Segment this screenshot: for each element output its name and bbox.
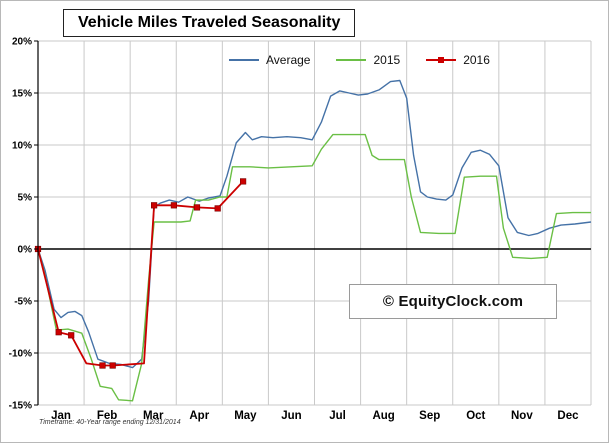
y-axis-labels: 20% 15% 10% 5% 0% -5% -10% -15% bbox=[9, 37, 32, 412]
timeframe-note: Timeframe: 40-Year range ending 12/31/20… bbox=[39, 419, 181, 426]
axes bbox=[34, 40, 39, 406]
y-tick-label: 20% bbox=[12, 37, 32, 48]
x-tick-label: Apr bbox=[189, 410, 209, 422]
series-marker-2016 bbox=[193, 204, 201, 211]
legend-swatch-average bbox=[229, 59, 259, 61]
y-tick-label: 10% bbox=[12, 141, 32, 152]
legend-label-2015: 2015 bbox=[373, 53, 401, 67]
y-tick-label: 15% bbox=[12, 89, 32, 100]
series-marker-2016 bbox=[214, 205, 221, 212]
series-marker-2016 bbox=[240, 178, 247, 185]
x-tick-label: Sep bbox=[419, 410, 440, 422]
y-tick-label: -15% bbox=[9, 401, 32, 412]
x-tick-label: Nov bbox=[511, 410, 533, 422]
gridlines bbox=[38, 40, 592, 406]
x-tick-label: Dec bbox=[557, 410, 579, 422]
x-tick-label: Jun bbox=[281, 410, 301, 422]
watermark-equityclock: © EquityClock.com bbox=[349, 284, 557, 319]
series-marker-2016 bbox=[55, 329, 62, 336]
series-marker-2016 bbox=[68, 332, 75, 339]
series-marker-2016 bbox=[151, 202, 158, 209]
x-tick-label: Jul bbox=[329, 410, 346, 422]
legend-label-average: Average bbox=[266, 53, 311, 67]
series-2016 bbox=[34, 178, 247, 369]
x-tick-label: Feb bbox=[97, 410, 117, 422]
legend-marker-square-icon bbox=[438, 57, 445, 63]
x-tick-label: Jan bbox=[51, 410, 71, 422]
series-line-2015 bbox=[37, 133, 591, 402]
y-tick-label: -10% bbox=[9, 349, 32, 360]
series-marker-2016 bbox=[170, 202, 178, 209]
x-tick-label: May bbox=[234, 410, 257, 422]
legend: Average 2015 2016 bbox=[229, 53, 490, 67]
y-tick-label: 5% bbox=[18, 193, 33, 204]
series-marker-2016 bbox=[109, 362, 116, 369]
x-tick-label: Aug bbox=[372, 410, 394, 422]
x-tick-label: Oct bbox=[466, 410, 485, 422]
legend-swatch-2015 bbox=[336, 59, 367, 61]
x-tick-label: Mar bbox=[143, 410, 164, 422]
legend-item-2015: 2015 bbox=[336, 53, 400, 67]
y-tick-label: -5% bbox=[14, 297, 32, 308]
y-tick-label: 0% bbox=[18, 245, 33, 256]
legend-item-average: Average bbox=[229, 53, 310, 67]
legend-label-2016: 2016 bbox=[463, 53, 490, 67]
legend-swatch-2016 bbox=[426, 57, 457, 63]
series-marker-2016 bbox=[99, 362, 106, 369]
legend-item-2016: 2016 bbox=[426, 53, 490, 67]
chart-title: Vehicle Miles Traveled Seasonality bbox=[63, 9, 356, 37]
x-axis-labels: Jan Feb Mar Apr May Jun Jul Aug Sep Oct Nov Dec bbox=[51, 410, 579, 422]
series-2015 bbox=[37, 133, 591, 402]
